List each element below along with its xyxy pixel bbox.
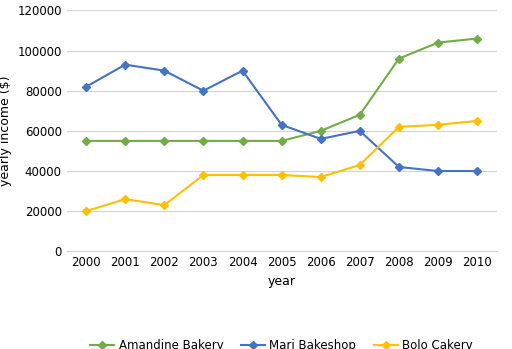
Amandine Bakery bbox=[357, 113, 363, 117]
Mari Bakeshop bbox=[240, 68, 246, 73]
Mari Bakeshop bbox=[200, 89, 206, 93]
Line: Bolo Cakery: Bolo Cakery bbox=[83, 118, 480, 214]
Mari Bakeshop bbox=[357, 129, 363, 133]
Legend: Amandine Bakery, Mari Bakeshop, Bolo Cakery: Amandine Bakery, Mari Bakeshop, Bolo Cak… bbox=[86, 334, 478, 349]
Amandine Bakery bbox=[161, 139, 167, 143]
Mari Bakeshop bbox=[83, 84, 89, 89]
Amandine Bakery bbox=[474, 37, 480, 41]
Y-axis label: yearly income ($): yearly income ($) bbox=[0, 76, 12, 186]
Bolo Cakery bbox=[357, 163, 363, 167]
Mari Bakeshop bbox=[396, 165, 402, 169]
Mari Bakeshop bbox=[122, 62, 129, 67]
Mari Bakeshop bbox=[161, 68, 167, 73]
Bolo Cakery bbox=[435, 123, 441, 127]
Mari Bakeshop bbox=[435, 169, 441, 173]
Amandine Bakery bbox=[240, 139, 246, 143]
Amandine Bakery bbox=[396, 57, 402, 61]
Amandine Bakery bbox=[279, 139, 285, 143]
Bolo Cakery bbox=[317, 175, 324, 179]
Amandine Bakery bbox=[317, 129, 324, 133]
Amandine Bakery bbox=[435, 40, 441, 45]
Bolo Cakery bbox=[83, 209, 89, 213]
Line: Mari Bakeshop: Mari Bakeshop bbox=[83, 62, 480, 174]
Bolo Cakery bbox=[200, 173, 206, 177]
Amandine Bakery bbox=[200, 139, 206, 143]
Mari Bakeshop bbox=[317, 137, 324, 141]
Bolo Cakery bbox=[240, 173, 246, 177]
Bolo Cakery bbox=[161, 203, 167, 207]
Mari Bakeshop bbox=[474, 169, 480, 173]
Amandine Bakery bbox=[83, 139, 89, 143]
Mari Bakeshop bbox=[279, 123, 285, 127]
Bolo Cakery bbox=[279, 173, 285, 177]
Bolo Cakery bbox=[396, 125, 402, 129]
Amandine Bakery bbox=[122, 139, 129, 143]
Bolo Cakery bbox=[122, 197, 129, 201]
Bolo Cakery bbox=[474, 119, 480, 123]
X-axis label: year: year bbox=[268, 275, 295, 288]
Line: Amandine Bakery: Amandine Bakery bbox=[83, 36, 480, 144]
